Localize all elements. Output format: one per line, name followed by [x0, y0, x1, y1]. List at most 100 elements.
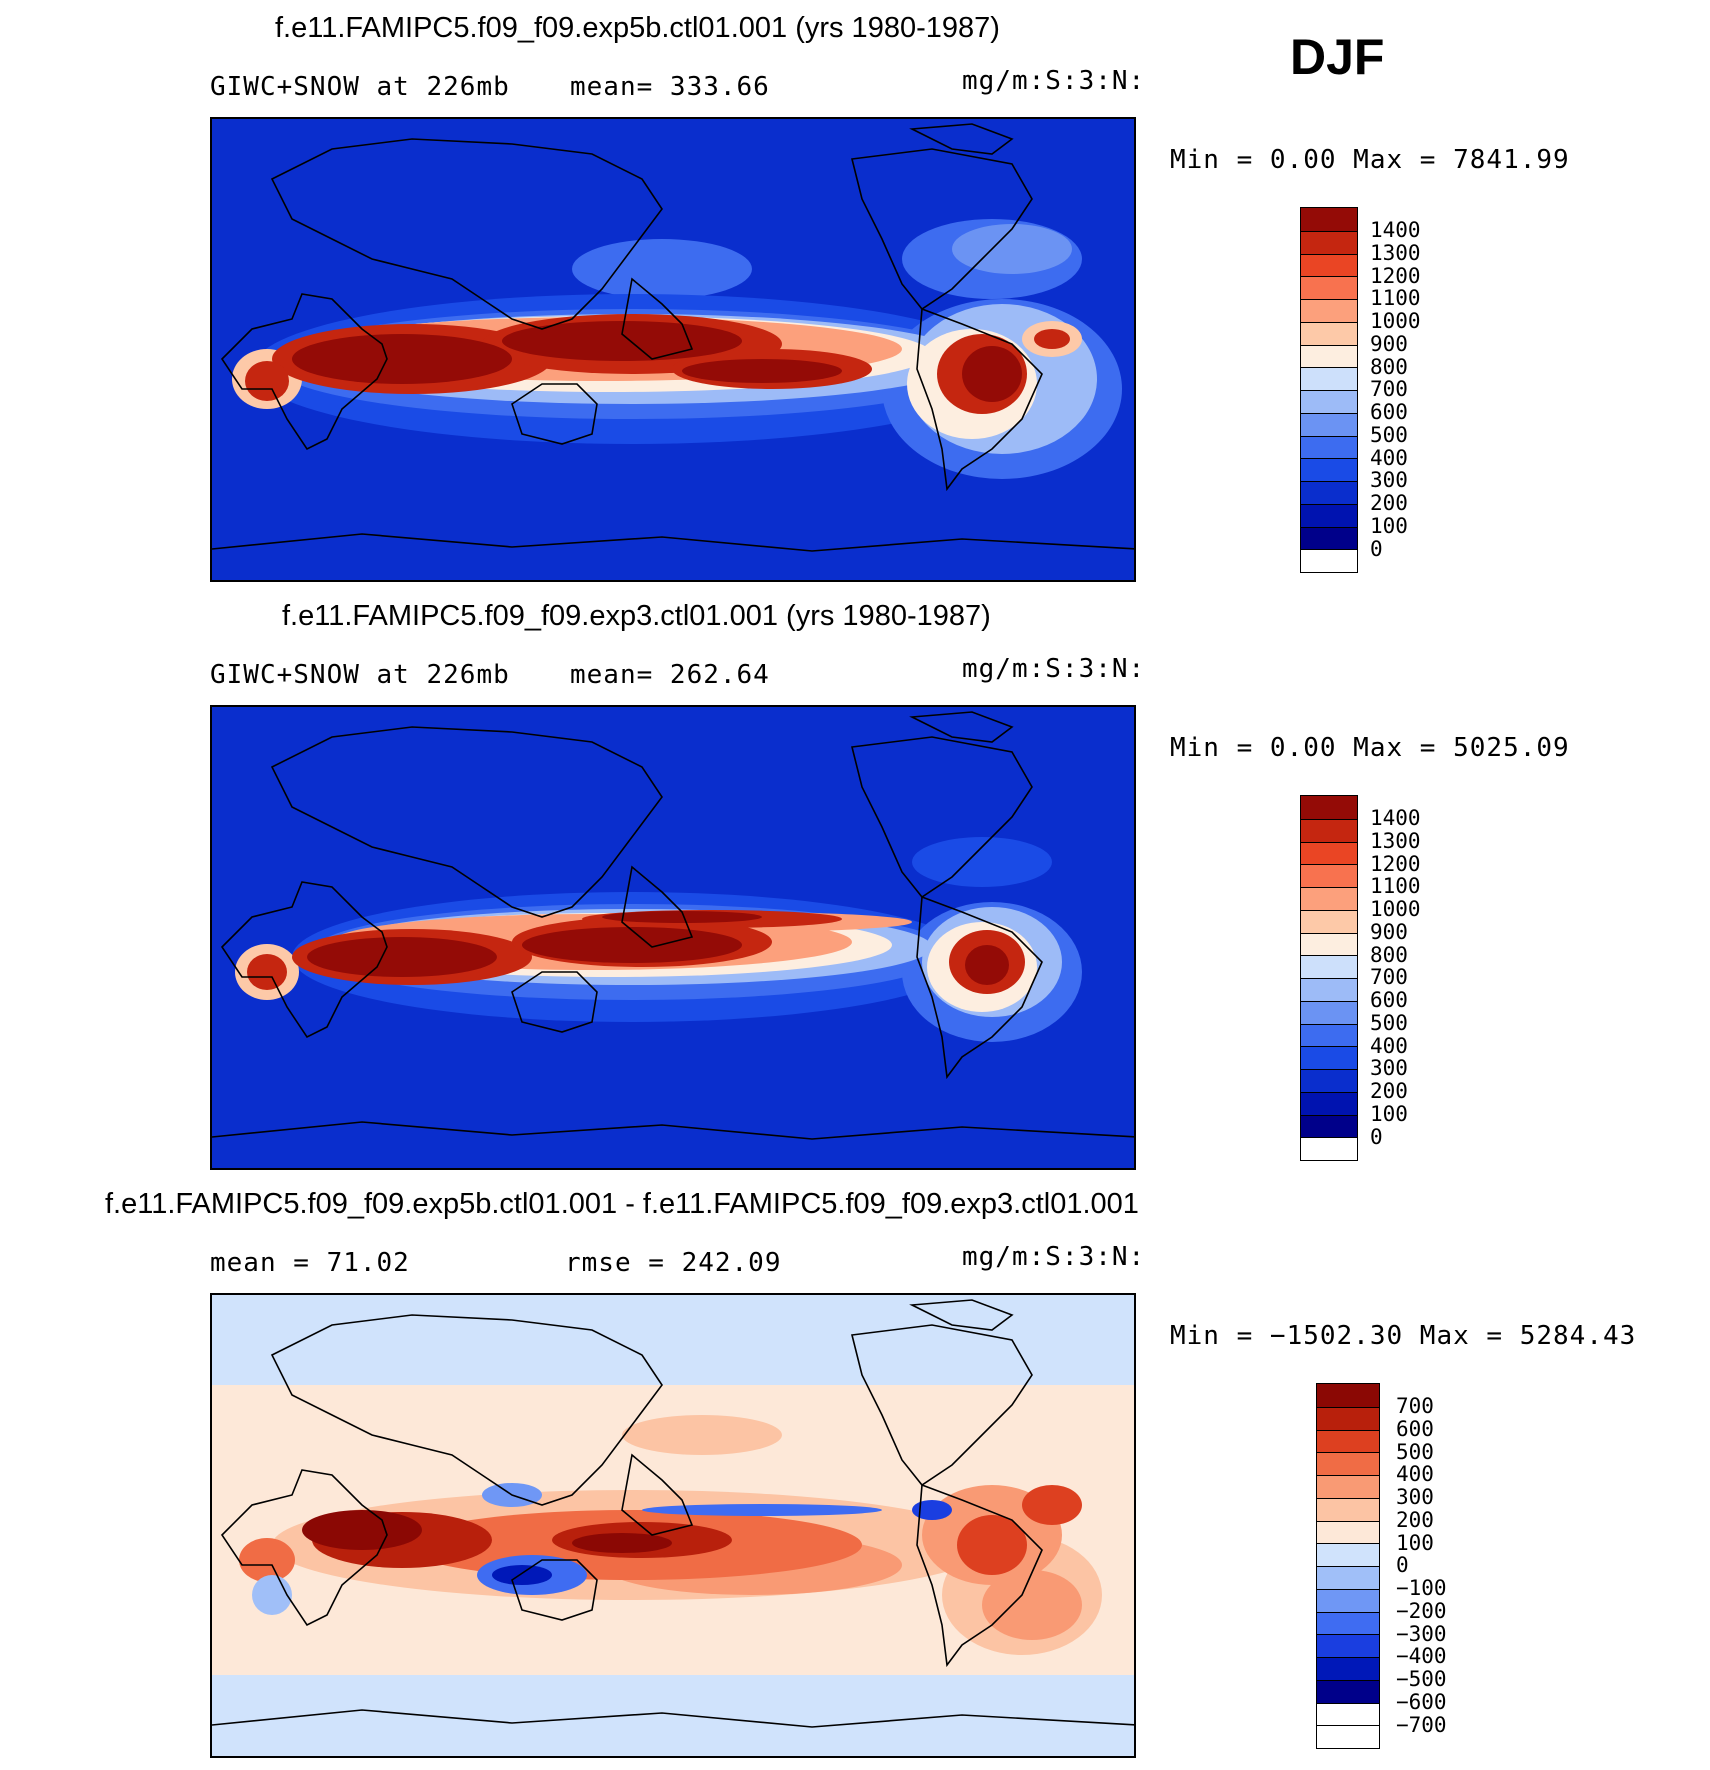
colorbar-segment	[1301, 818, 1357, 842]
colorbar-label: 100	[1370, 1101, 1408, 1126]
colorbar-segment	[1301, 481, 1357, 504]
colorbar-segment	[1301, 978, 1357, 1001]
colorbar-label: 1400	[1370, 218, 1421, 242]
colorbar-segment	[1301, 230, 1357, 254]
colorbar-segment	[1301, 299, 1357, 322]
colorbar-segment	[1301, 1137, 1357, 1160]
colorbar-segment	[1301, 909, 1357, 933]
panel1-minmax: Min = 0.00 Max = 7841.99	[1170, 145, 1570, 175]
colorbar-segment	[1301, 864, 1357, 887]
panel2-field	[235, 837, 1082, 1042]
colorbar-segment	[1317, 1702, 1379, 1726]
panel1-map	[210, 117, 1136, 582]
colorbar-label: 1400	[1370, 806, 1421, 830]
colorbar-segment	[1301, 1091, 1357, 1115]
colorbar-segment	[1301, 1069, 1357, 1092]
colorbar-label: 900	[1370, 919, 1408, 944]
panel3-rmse: rmse = 242.09	[565, 1248, 782, 1278]
colorbar-label: 1300	[1370, 828, 1421, 853]
colorbar-label: −500	[1396, 1667, 1447, 1691]
panel1-title: f.e11.FAMIPC5.f09_f09.exp5b.ctl01.001 (y…	[275, 12, 1000, 44]
colorbar-segment	[1317, 1657, 1379, 1680]
panel3-coastlines	[212, 1299, 1134, 1728]
colorbar-segment	[1317, 1384, 1379, 1407]
colorbar-segment	[1301, 458, 1357, 481]
colorbar-label: 700	[1370, 377, 1408, 402]
colorbar-segment	[1317, 1679, 1379, 1703]
colorbar-label: 700	[1396, 1394, 1434, 1418]
colorbar-segment	[1301, 412, 1357, 436]
colorbar-label: 0	[1370, 536, 1383, 561]
colorbar-segment	[1301, 344, 1357, 368]
colorbar-label: 800	[1370, 354, 1408, 379]
colorbar-label: 500	[1370, 1010, 1408, 1035]
colorbar-label: 100	[1396, 1530, 1434, 1555]
colorbar-segment	[1301, 367, 1357, 390]
panel2-coastlines	[212, 711, 1134, 1140]
panel1-coastlines	[212, 123, 1134, 552]
panel2-title: f.e11.FAMIPC5.f09_f09.exp3.ctl01.001 (yr…	[282, 600, 991, 632]
colorbar-segment	[1301, 390, 1357, 413]
panel2-minmax: Min = 0.00 Max = 5025.09	[1170, 733, 1570, 763]
colorbar-label: 500	[1370, 422, 1408, 447]
colorbar-label: −400	[1396, 1644, 1447, 1669]
colorbar-segment	[1317, 1406, 1379, 1430]
colorbar-segment	[1301, 1000, 1357, 1024]
colorbar-label: 900	[1370, 331, 1408, 356]
colorbar-label: 1100	[1370, 286, 1421, 311]
colorbar-label: 1200	[1370, 851, 1421, 876]
colorbar-label: 200	[1370, 1079, 1408, 1103]
colorbar-label: 0	[1396, 1553, 1409, 1578]
colorbar-box	[1300, 207, 1358, 573]
colorbar-segment	[1317, 1475, 1379, 1498]
colorbar-segment	[1301, 321, 1357, 345]
colorbar-segment	[1317, 1543, 1379, 1566]
colorbar-segment	[1317, 1429, 1379, 1453]
colorbar-segment	[1301, 1114, 1357, 1138]
colorbar-label: 200	[1396, 1507, 1434, 1532]
panel3-title: f.e11.FAMIPC5.f09_f09.exp5b.ctl01.001 - …	[105, 1188, 1139, 1220]
colorbar-segment	[1317, 1520, 1379, 1544]
colorbar-label: 800	[1370, 942, 1408, 967]
colorbar-label: 300	[1370, 1056, 1408, 1081]
panel3-map	[210, 1293, 1136, 1758]
colorbar-label: 100	[1370, 513, 1408, 538]
colorbar-label: 300	[1370, 468, 1408, 493]
colorbar-label: 400	[1370, 1033, 1408, 1058]
colorbar-segment	[1317, 1452, 1379, 1475]
colorbar-segment	[1301, 955, 1357, 978]
colorbar-label: 400	[1370, 445, 1408, 470]
colorbar-segment	[1301, 276, 1357, 299]
colorbar-label: 600	[1370, 400, 1408, 424]
colorbar-segment	[1301, 253, 1357, 277]
panel1-units: mg/m:S:3:N:	[962, 66, 1146, 96]
colorbar-segment	[1301, 932, 1357, 956]
colorbar-label: 1200	[1370, 263, 1421, 288]
colorbar-box	[1316, 1383, 1380, 1749]
colorbar-label: 600	[1370, 988, 1408, 1012]
colorbar-segment	[1301, 208, 1357, 231]
colorbar-segment	[1301, 503, 1357, 527]
panel1-variable: GIWC+SNOW at 226mb	[210, 72, 510, 102]
colorbar-segment	[1301, 526, 1357, 550]
colorbar-segment	[1301, 435, 1357, 459]
panel3-units: mg/m:S:3:N:	[962, 1242, 1146, 1272]
panel2-variable: GIWC+SNOW at 226mb	[210, 660, 510, 690]
colorbar-segment	[1301, 887, 1357, 910]
panel1-mean: mean= 333.66	[570, 72, 770, 102]
season-label: DJF	[1290, 29, 1385, 85]
colorbar-label: 1000	[1370, 897, 1421, 921]
colorbar-segment	[1317, 1588, 1379, 1612]
colorbar-label: −700	[1396, 1712, 1447, 1737]
panel2-mean: mean= 262.64	[570, 660, 770, 690]
colorbar-label: −100	[1396, 1576, 1447, 1600]
colorbar-segment	[1317, 1634, 1379, 1657]
colorbar-label: −200	[1396, 1598, 1447, 1623]
colorbar-label: 600	[1396, 1416, 1434, 1441]
colorbar-label: −300	[1396, 1621, 1447, 1646]
colorbar-segment	[1317, 1611, 1379, 1635]
colorbar-label: 1100	[1370, 874, 1421, 899]
colorbar-segment	[1317, 1725, 1379, 1748]
colorbar-label: 500	[1396, 1439, 1434, 1464]
colorbar-label: 200	[1370, 491, 1408, 515]
